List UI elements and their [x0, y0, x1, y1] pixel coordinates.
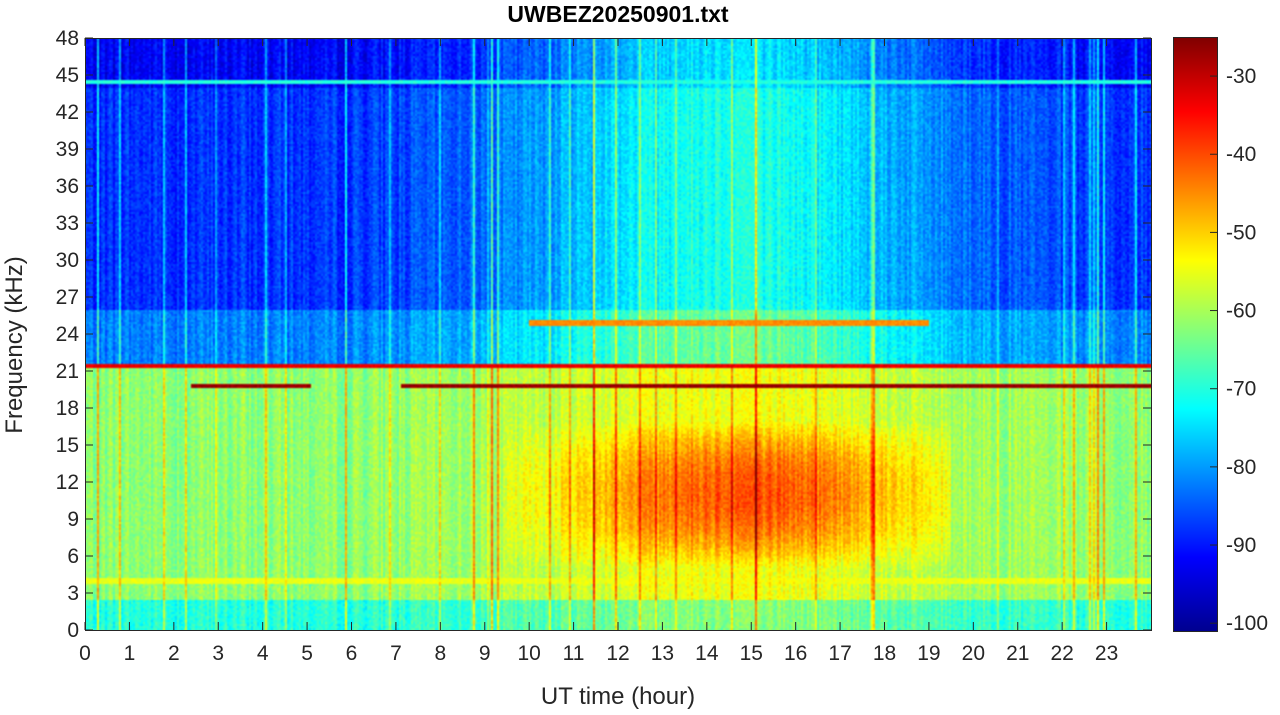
x-tick-label: 3 — [212, 642, 224, 665]
x-tick-label: 22 — [1050, 642, 1073, 665]
x-tick-label: 6 — [346, 642, 358, 665]
x-tick-label: 11 — [563, 642, 585, 665]
y-axis-label: Frequency (kHz) — [1, 256, 28, 433]
x-tick-label: 0 — [79, 642, 91, 665]
y-tick-label: 42 — [56, 101, 79, 124]
x-tick-label: 19 — [917, 642, 940, 665]
colorbar-tick-label: -100 — [1226, 612, 1268, 635]
y-tick-label: 0 — [67, 619, 79, 642]
y-tick-label: 36 — [56, 175, 79, 198]
colorbar-tick-label: -70 — [1226, 378, 1256, 401]
y-tick-label: 18 — [56, 397, 79, 420]
colorbar — [1173, 37, 1218, 632]
x-tick-label: 18 — [873, 642, 896, 665]
y-tick-label: 6 — [67, 545, 79, 568]
x-tick-label: 23 — [1095, 642, 1118, 665]
spectrogram-raster — [85, 38, 1151, 630]
x-tick-label: 14 — [695, 642, 719, 665]
y-tick-label: 30 — [56, 249, 79, 272]
colorbar-axis: -30 -40 -50 -60 -70 -80 -90 -100 — [1210, 65, 1268, 635]
y-tick-label: 39 — [56, 138, 79, 161]
x-tick-label: 17 — [828, 642, 851, 665]
y-tick-label: 33 — [56, 212, 79, 235]
spectrogram-heatmap — [85, 38, 1151, 630]
x-tick-label: 5 — [301, 642, 313, 665]
colorbar-tick-label: -80 — [1226, 456, 1256, 479]
x-tick-label: 4 — [257, 642, 269, 665]
y-tick-label: 45 — [56, 64, 79, 87]
x-tick-label: 8 — [434, 642, 446, 665]
y-tick-label: 15 — [56, 434, 79, 457]
x-tick-label: 7 — [390, 642, 402, 665]
y-tick-label: 48 — [56, 27, 79, 50]
x-tick-label: 2 — [168, 642, 180, 665]
x-tick-label: 21 — [1006, 642, 1029, 665]
colorbar-tick-label: -50 — [1226, 221, 1256, 244]
x-tick-label: 1 — [124, 642, 136, 665]
chart-title: UWBEZ20250901.txt — [507, 1, 728, 27]
x-tick-label: 10 — [517, 642, 540, 665]
y-tick-label: 21 — [56, 360, 79, 383]
x-tick-label: 16 — [784, 642, 807, 665]
x-tick-label: 20 — [962, 642, 985, 665]
x-axis-label: UT time (hour) — [541, 683, 695, 710]
x-tick-label: 9 — [479, 642, 491, 665]
x-axis: 0 1 2 3 4 5 6 7 8 9 10 11 12 13 14 15 16 17 18 19 20 21 22 23 — [79, 38, 1118, 665]
x-tick-label: 13 — [651, 642, 674, 665]
y-tick-label: 12 — [56, 471, 79, 494]
y-tick-label: 24 — [56, 323, 80, 346]
x-tick-label: 15 — [740, 642, 763, 665]
y-tick-label: 9 — [67, 508, 79, 531]
y-tick-label: 27 — [56, 286, 79, 309]
colorbar-tick-label: -30 — [1226, 65, 1256, 88]
colorbar-tick-label: -90 — [1226, 534, 1256, 557]
y-tick-label: 3 — [67, 582, 79, 605]
colorbar-tick-label: -60 — [1226, 300, 1256, 323]
colorbar-tick-label: -40 — [1226, 143, 1256, 166]
x-tick-label: 12 — [606, 642, 629, 665]
